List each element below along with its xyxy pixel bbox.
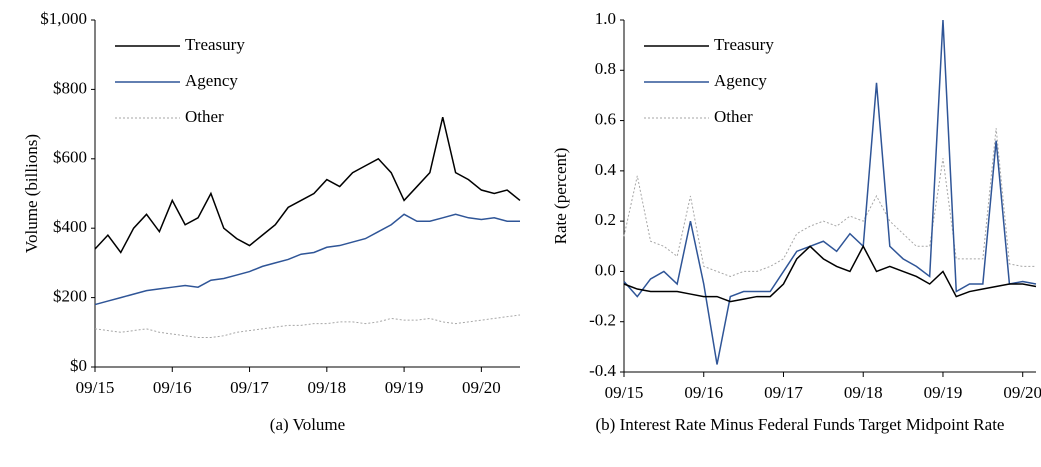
y-tick-label: 0.8 xyxy=(595,59,616,78)
y-axis-label: Volume (billions) xyxy=(22,134,41,253)
y-tick-label: $0 xyxy=(70,356,87,375)
series-line xyxy=(94,213,520,306)
y-tick-label: $800 xyxy=(53,78,87,97)
x-tick-label: 09/16 xyxy=(153,378,192,397)
y-tick-label: 0.4 xyxy=(595,160,617,179)
x-tick-label: 09/17 xyxy=(764,383,803,402)
legend-label: Treasury xyxy=(714,35,774,54)
x-tick-label: 09/20 xyxy=(462,378,501,397)
series-line xyxy=(94,116,521,254)
y-tick-label: 0.2 xyxy=(595,210,616,229)
x-tick-label: 09/17 xyxy=(230,378,269,397)
x-tick-label: 09/19 xyxy=(385,378,424,397)
y-tick-label: $200 xyxy=(53,287,87,306)
x-tick-label: 09/16 xyxy=(684,383,723,402)
x-tick-label: 09/18 xyxy=(307,378,346,397)
chart-title: (b) Interest Rate Minus Federal Funds Ta… xyxy=(595,415,1005,434)
y-tick-label: $1,000 xyxy=(40,9,87,28)
y-tick-label: 0.0 xyxy=(595,260,616,279)
x-tick-label: 09/18 xyxy=(844,383,883,402)
y-tick-label: $400 xyxy=(53,217,87,236)
legend-label: Treasury xyxy=(185,35,245,54)
legend-label: Agency xyxy=(185,71,238,90)
y-tick-label: -0.2 xyxy=(589,311,616,330)
legend-label: Other xyxy=(714,107,753,126)
series-line xyxy=(623,244,1037,303)
legend-label: Agency xyxy=(714,71,767,90)
y-tick-label: $600 xyxy=(53,148,87,167)
chart-title: (a) Volume xyxy=(269,415,346,434)
y-tick-label: 0.6 xyxy=(595,109,616,128)
x-tick-label: 09/19 xyxy=(924,383,963,402)
series-line xyxy=(623,19,1037,365)
x-tick-label: 09/15 xyxy=(76,378,115,397)
x-tick-label: 09/15 xyxy=(605,383,644,402)
legend-label: Other xyxy=(185,107,224,126)
y-tick-label: -0.4 xyxy=(589,361,616,380)
series-line xyxy=(94,314,521,339)
x-tick-label: 09/20 xyxy=(1003,383,1041,402)
y-tick-label: 1.0 xyxy=(595,9,616,28)
series-line xyxy=(623,128,1036,277)
y-axis-label: Rate (percent) xyxy=(551,148,570,245)
